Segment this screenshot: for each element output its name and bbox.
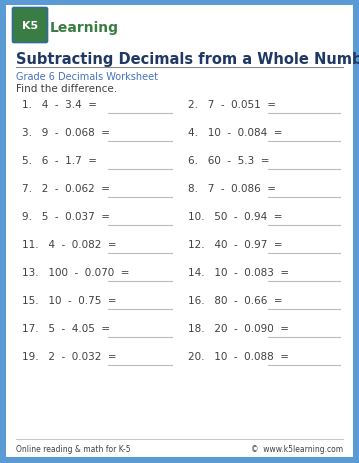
- Text: 7.   2  -  0.062  =: 7. 2 - 0.062 =: [22, 184, 110, 194]
- Text: 11.   4  -  0.082  =: 11. 4 - 0.082 =: [22, 239, 117, 250]
- Text: Subtracting Decimals from a Whole Number: Subtracting Decimals from a Whole Number: [16, 52, 359, 67]
- Text: Find the difference.: Find the difference.: [16, 84, 117, 94]
- Text: 14.   10  -  0.083  =: 14. 10 - 0.083 =: [188, 268, 289, 277]
- Text: 19.   2  -  0.032  =: 19. 2 - 0.032 =: [22, 351, 117, 361]
- Text: 4.   10  -  0.084  =: 4. 10 - 0.084 =: [188, 128, 283, 138]
- FancyBboxPatch shape: [13, 8, 47, 44]
- Text: K5: K5: [22, 21, 38, 31]
- Text: Learning: Learning: [50, 21, 119, 35]
- Text: 2.   7  -  0.051  =: 2. 7 - 0.051 =: [188, 100, 276, 110]
- Text: 6.   60  -  5.3  =: 6. 60 - 5.3 =: [188, 156, 270, 166]
- Text: 16.   80  -  0.66  =: 16. 80 - 0.66 =: [188, 295, 283, 305]
- Text: Grade 6 Decimals Worksheet: Grade 6 Decimals Worksheet: [16, 72, 158, 82]
- Text: 18.   20  -  0.090  =: 18. 20 - 0.090 =: [188, 323, 289, 333]
- Text: 8.   7  -  0.086  =: 8. 7 - 0.086 =: [188, 184, 276, 194]
- Text: 5.   6  -  1.7  =: 5. 6 - 1.7 =: [22, 156, 97, 166]
- Text: ©  www.k5learning.com: © www.k5learning.com: [251, 444, 343, 453]
- Text: 20.   10  -  0.088  =: 20. 10 - 0.088 =: [188, 351, 289, 361]
- Text: 17.   5  -  4.05  =: 17. 5 - 4.05 =: [22, 323, 110, 333]
- Text: 10.   50  -  0.94  =: 10. 50 - 0.94 =: [188, 212, 283, 221]
- Text: 9.   5  -  0.037  =: 9. 5 - 0.037 =: [22, 212, 110, 221]
- Text: 13.   100  -  0.070  =: 13. 100 - 0.070 =: [22, 268, 130, 277]
- Text: 1.   4  -  3.4  =: 1. 4 - 3.4 =: [22, 100, 97, 110]
- Text: Online reading & math for K-5: Online reading & math for K-5: [16, 444, 131, 453]
- Text: 3.   9  -  0.068  =: 3. 9 - 0.068 =: [22, 128, 110, 138]
- Text: 12.   40  -  0.97  =: 12. 40 - 0.97 =: [188, 239, 283, 250]
- FancyBboxPatch shape: [6, 6, 353, 457]
- Text: 15.   10  -  0.75  =: 15. 10 - 0.75 =: [22, 295, 117, 305]
